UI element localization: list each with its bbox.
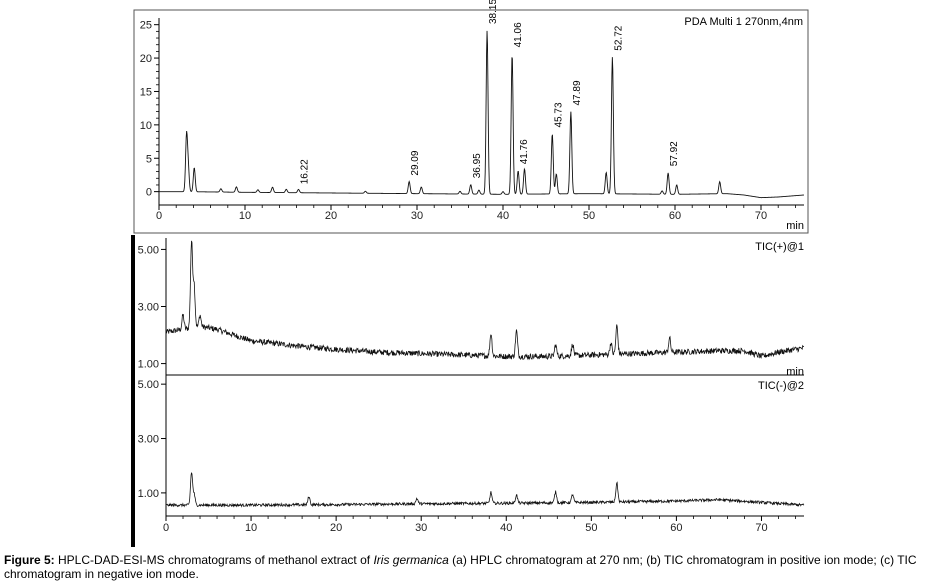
x-tick-label: 60 (670, 522, 682, 534)
ms-panels-left-bar (131, 235, 135, 547)
peak-label: 57.92 (669, 141, 680, 166)
panel-b-trace (165, 240, 805, 361)
x-tick-label: 20 (325, 210, 337, 222)
caption-species: Iris germanica (373, 553, 449, 567)
peak-label: 29.09 (410, 150, 421, 175)
peak-label: 47.89 (572, 80, 583, 105)
panel-b-tic-positive: 1.00 3.00 5.00 TIC(+)@1 min (138, 238, 805, 378)
peak-label: 45.73 (553, 102, 564, 127)
panel-a-legend: PDA Multi 1 270nm,4nm (684, 16, 803, 28)
y-tick-label: 1.00 (138, 488, 159, 500)
y-tick-label: 3.00 (138, 302, 159, 314)
peak-label: 38.15 (488, 0, 499, 24)
x-tick-label: 70 (755, 522, 767, 534)
x-tick-label: 50 (585, 522, 597, 534)
panel-c-tic-negative: 1.00 3.00 5.00 0 10 20 30 40 50 60 70 TIC(-)@2 (138, 375, 805, 534)
y-tick-label: 15 (140, 86, 152, 98)
y-tick-label: 5.00 (138, 244, 159, 256)
caption-text-2: (a) HPLC chromatogram at 270 nm; (b) TIC… (4, 553, 917, 581)
panel-a-trace (159, 30, 805, 199)
caption-text-1: HPLC-DAD-ESI-MS chromatograms of methano… (54, 553, 374, 567)
y-tick-label: 0 (146, 187, 152, 199)
x-tick-label: 40 (500, 522, 512, 534)
caption-figure-label: Figure 5: (4, 553, 55, 567)
panel-b-legend: TIC(+)@1 (755, 241, 804, 253)
y-tick-label: 3.00 (138, 434, 159, 446)
y-tick-label: 5 (146, 153, 152, 165)
x-tick-label: 70 (755, 210, 767, 222)
peak-label: 41.76 (519, 139, 530, 164)
panel-a-xlabel: min (786, 220, 804, 232)
y-tick-label: 1.00 (138, 359, 159, 371)
panel-a-hplc: 0 5 10 15 20 25 0 10 20 30 40 50 60 70 16.22 29.09 36.9… (133, 0, 809, 234)
x-tick-label: 60 (669, 210, 681, 222)
x-tick-label: 50 (583, 210, 595, 222)
x-tick-label: 30 (415, 522, 427, 534)
panel-a-frame (133, 9, 809, 234)
peak-label: 36.95 (472, 153, 483, 178)
peak-label: 16.22 (300, 159, 311, 184)
peak-label: 41.06 (513, 22, 524, 47)
peak-label: 52.72 (613, 25, 624, 50)
x-tick-label: 0 (156, 210, 162, 222)
x-tick-label: 30 (411, 210, 423, 222)
x-tick-label: 20 (330, 522, 342, 534)
y-tick-label: 10 (140, 120, 152, 132)
x-tick-label: 0 (163, 522, 169, 534)
panel-c-trace (165, 472, 805, 508)
x-tick-label: 40 (497, 210, 509, 222)
panel-c-legend: TIC(-)@2 (758, 380, 804, 392)
y-tick-label: 20 (140, 53, 152, 65)
figure-caption: Figure 5: HPLC-DAD-ESI-MS chromatograms … (4, 553, 944, 581)
y-tick-label: 5.00 (138, 379, 159, 391)
x-tick-label: 10 (239, 210, 251, 222)
x-tick-label: 10 (245, 522, 257, 534)
panel-b-xlabel: min (786, 366, 804, 378)
y-tick-label: 25 (140, 20, 152, 32)
